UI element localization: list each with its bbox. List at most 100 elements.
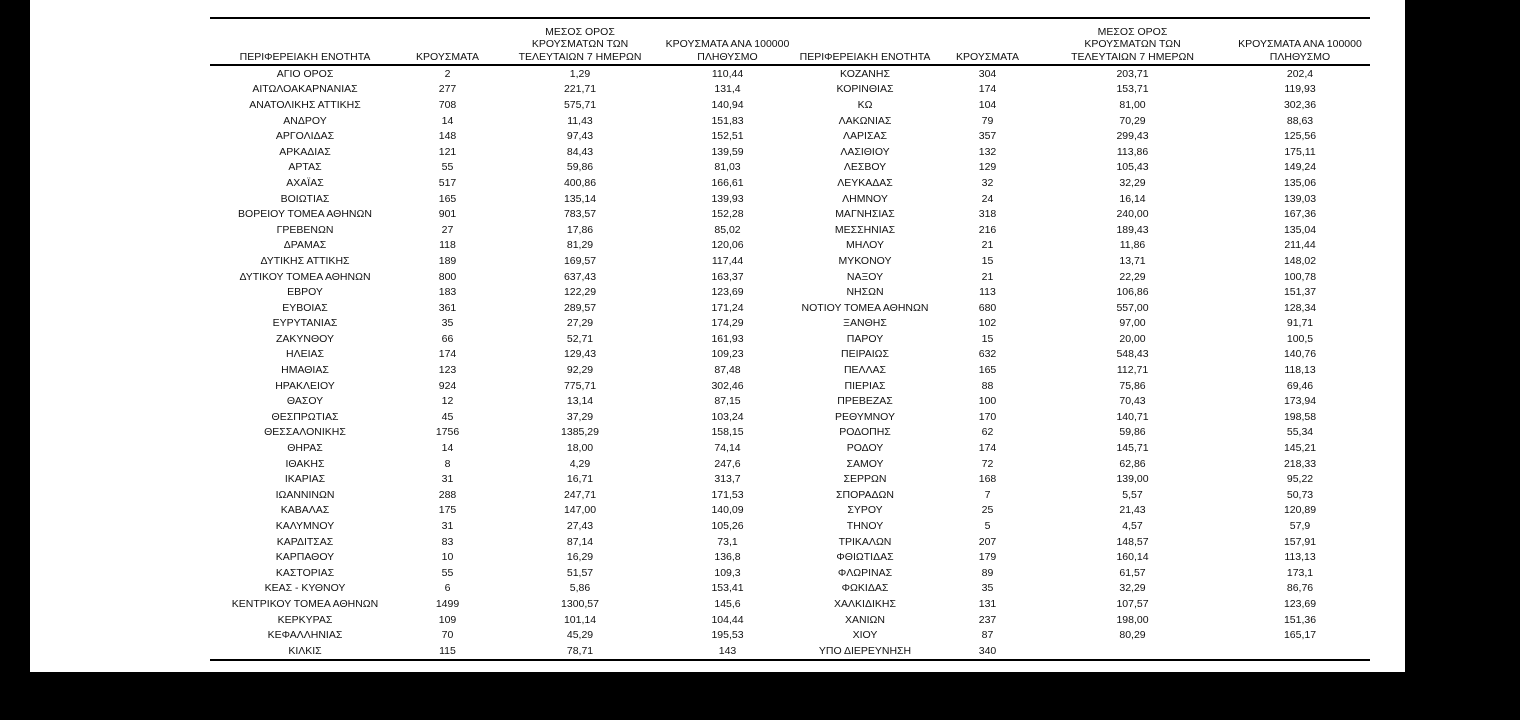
region-cell: ΦΛΩΡΙΝΑΣ <box>837 566 893 579</box>
cases-cell: 87 <box>981 629 994 642</box>
per100k-cell: 109,23 <box>711 348 744 361</box>
per100k-cell: 86,76 <box>1286 582 1314 595</box>
per100k-cell: 195,53 <box>711 629 744 642</box>
avg7-cell: 27,29 <box>566 317 594 330</box>
avg7-cell: 105,43 <box>1116 161 1149 174</box>
avg7-cell: 16,14 <box>1119 192 1146 205</box>
region-cell: ΣΠΟΡΑΔΩΝ <box>836 488 894 501</box>
cases-cell: 924 <box>438 379 457 392</box>
cases-cell: 680 <box>978 301 997 314</box>
region-cell: ΠΑΡΟΥ <box>846 332 884 345</box>
region-cell: ΚΕΦΑΛΛΗΝΙΑΣ <box>267 629 343 642</box>
per100k-cell: 100,78 <box>1283 270 1317 283</box>
avg7-cell: 139,00 <box>1116 473 1149 486</box>
avg7-cell: 75,86 <box>1119 379 1146 392</box>
region-cell: ΝΟΤΙΟΥ ΤΟΜΕΑ ΑΘΗΝΩΝ <box>801 301 929 314</box>
region-cell: ΜΑΓΝΗΣΙΑΣ <box>835 208 895 221</box>
per100k-cell: 118,13 <box>1284 364 1316 377</box>
avg7-cell: 106,86 <box>1116 286 1149 299</box>
cases-cell: 15 <box>981 254 994 267</box>
avg7-cell: 80,29 <box>1119 629 1146 642</box>
avg7-cell: 783,57 <box>563 208 597 221</box>
cases-cell: 72 <box>981 457 994 470</box>
cases-cell: 288 <box>438 488 457 501</box>
region-cell: ΠΙΕΡΙΑΣ <box>844 379 886 392</box>
table-row: ΙΘΑΚΗΣ 8 4,29 247,6 ΣΑΜΟΥ 72 62,86 218,33 <box>210 456 1370 472</box>
avg7-cell: 61,57 <box>1119 566 1146 579</box>
cases-cell: 123 <box>438 364 457 377</box>
avg7-cell: 52,71 <box>566 332 594 345</box>
avg7-cell: 1300,57 <box>561 597 599 610</box>
header-avg7-line3: ΤΕΛΕΥΤΑΙΩΝ 7 ΗΜΕΡΩΝ <box>1071 50 1194 63</box>
region-cell: ΒΟΡΕΙΟΥ ΤΟΜΕΑ ΑΘΗΝΩΝ <box>238 208 372 221</box>
per100k-cell: 140,76 <box>1283 348 1317 361</box>
region-cell: ΑΓΙΟ ΟΡΟΣ <box>276 67 334 80</box>
per100k-cell: 57,9 <box>1289 520 1311 533</box>
region-cell: ΗΛΕΙΑΣ <box>285 348 324 361</box>
avg7-cell: 140,71 <box>1116 410 1149 423</box>
avg7-cell: 101,14 <box>563 613 597 626</box>
cases-cell: 25 <box>981 504 994 517</box>
table-row: ΑΝΔΡΟΥ 14 11,43 151,83 ΛΑΚΩΝΙΑΣ 79 70,29 88,63 <box>210 113 1370 129</box>
cases-cell: 1756 <box>435 426 460 439</box>
header-cases-right: ΚΡΟΥΣΜΑΤΑ <box>940 51 1035 64</box>
region-cell: ΔΡΑΜΑΣ <box>283 239 327 252</box>
header-avg7-line1: ΜΕΣΟΣ ΟΡΟΣ <box>1097 25 1168 38</box>
table-row: ΕΒΡΟΥ 183 122,29 123,69 ΝΗΣΩΝ 113 106,86 151,37 <box>210 284 1370 300</box>
per100k-cell: 247,6 <box>714 457 741 470</box>
region-cell: ΑΙΤΩΛΟΑΚΑΡΝΑΝΙΑΣ <box>252 83 358 96</box>
cases-cell: 340 <box>978 644 997 657</box>
cases-cell: 318 <box>978 208 997 221</box>
region-cell: ΠΡΕΒΕΖΑΣ <box>837 395 893 408</box>
cases-cell: 35 <box>981 582 994 595</box>
avg7-cell: 289,57 <box>563 301 597 314</box>
cases-cell: 148 <box>438 130 457 143</box>
avg7-cell: 107,57 <box>1116 597 1149 610</box>
avg7-cell: 122,29 <box>563 286 597 299</box>
table-row: ΒΟΙΩΤΙΑΣ 165 135,14 139,93 ΛΗΜΝΟΥ 24 16,14 139,… <box>210 191 1370 207</box>
avg7-cell: 97,00 <box>1119 317 1146 330</box>
cases-cell: 6 <box>444 582 451 595</box>
avg7-cell: 81,29 <box>566 239 594 252</box>
cases-cell: 31 <box>441 520 454 533</box>
cases-cell: 165 <box>438 192 457 205</box>
per100k-cell: 175,11 <box>1284 145 1316 158</box>
per100k-cell: 74,14 <box>714 442 741 455</box>
avg7-cell: 1385,29 <box>561 426 599 439</box>
avg7-cell: 70,43 <box>1119 395 1146 408</box>
region-cell: ΥΠΟ ΔΙΕΡΕΥΝΗΣΗ <box>818 644 912 657</box>
avg7-cell: 400,86 <box>563 176 597 189</box>
avg7-cell: 548,43 <box>1116 348 1149 361</box>
avg7-cell: 775,71 <box>563 379 597 392</box>
cases-cell: 5 <box>984 520 991 533</box>
per100k-cell: 302,36 <box>1283 98 1317 111</box>
table-row: ΚΙΛΚΙΣ 115 78,71 143 ΥΠΟ ΔΙΕΡΕΥΝΗΣΗ 340 <box>210 643 1370 659</box>
region-cell: ΚΩ <box>857 98 873 111</box>
region-cell: ΚΑΛΥΜΝΟΥ <box>275 520 335 533</box>
per100k-cell: 87,48 <box>714 364 741 377</box>
avg7-cell: 153,71 <box>1116 83 1149 96</box>
table-row: ΑΡΚΑΔΙΑΣ 121 84,43 139,59 ΛΑΣΙΘΙΟΥ 132 113,86 1… <box>210 144 1370 160</box>
per100k-cell: 166,61 <box>711 176 744 189</box>
cases-cell: 132 <box>978 145 997 158</box>
avg7-cell: 637,43 <box>563 270 597 283</box>
region-cell: ΦΩΚΙΔΑΣ <box>841 582 889 595</box>
cases-cell: 7 <box>984 488 991 501</box>
per100k-cell: 131,4 <box>714 83 741 96</box>
per100k-cell: 161,93 <box>711 332 744 345</box>
header-per100k-right: ΚΡΟΥΣΜΑΤΑ ΑΝΑ 100000 ΠΛΗΘΥΣΜΟ <box>1230 38 1370 63</box>
cases-cell: 216 <box>978 223 997 236</box>
avg7-cell: 4,57 <box>1122 520 1143 533</box>
avg7-cell: 32,29 <box>1119 176 1146 189</box>
per100k-cell: 128,34 <box>1283 301 1317 314</box>
per100k-cell: 136,8 <box>714 551 741 564</box>
region-cell: ΡΕΘΥΜΝΟΥ <box>834 410 895 423</box>
avg7-cell: 92,29 <box>566 364 594 377</box>
table-row: ΙΚΑΡΙΑΣ 31 16,71 313,7 ΣΕΡΡΩΝ 168 139,00 95,22 <box>210 471 1370 487</box>
per100k-cell: 171,53 <box>711 488 744 501</box>
avg7-cell: 87,14 <box>566 535 594 548</box>
cases-cell: 62 <box>981 426 994 439</box>
per100k-cell: 313,7 <box>714 473 741 486</box>
cases-cell: 189 <box>438 254 457 267</box>
avg7-cell: 13,71 <box>1119 254 1146 267</box>
